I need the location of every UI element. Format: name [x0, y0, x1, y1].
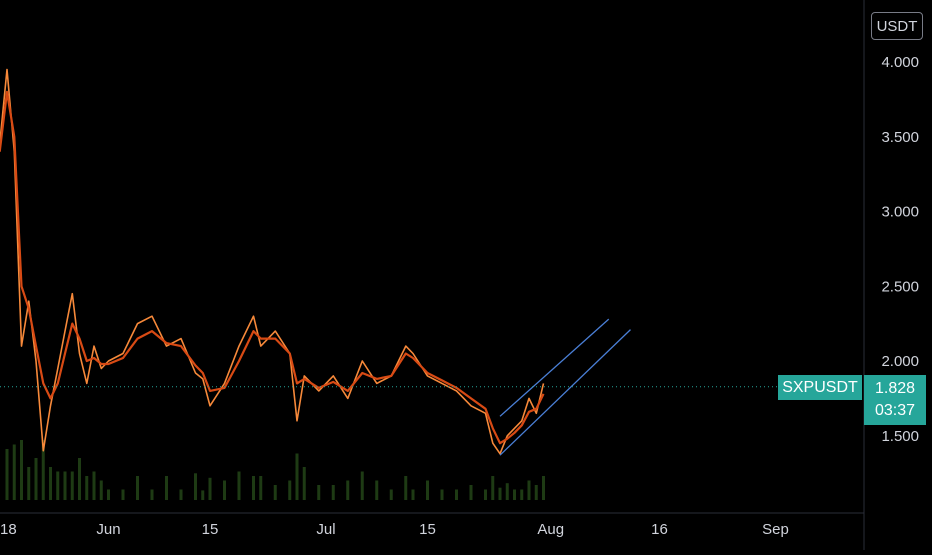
x-tick-label: Sep — [762, 521, 789, 538]
volume-bar — [520, 489, 524, 500]
volume-bar — [223, 480, 226, 500]
last-price-badge: 1.828 03:37 — [864, 375, 926, 425]
y-tick-label: 3.500 — [881, 129, 919, 146]
volume-bar — [70, 471, 74, 500]
volume-bar — [375, 480, 379, 500]
y-tick-label: 3.000 — [881, 204, 919, 221]
volume-bar — [534, 485, 538, 500]
volume-bar — [404, 476, 408, 500]
volume-bar — [498, 487, 502, 500]
volume-bar — [56, 471, 60, 500]
y-tick-label: 2.000 — [881, 353, 919, 370]
channel-upper-line[interactable] — [499, 318, 610, 417]
volume-bar — [201, 490, 205, 500]
volume-bar — [179, 489, 183, 500]
volume-bar — [165, 476, 168, 500]
volume-bar — [302, 467, 306, 500]
time-axis[interactable]: 18 Jun 15 Jul 15 Aug 16 Sep — [0, 521, 789, 538]
volume-bar — [426, 480, 429, 500]
volume-bar — [346, 480, 350, 500]
currency-unit-button[interactable]: USDT — [871, 12, 923, 40]
volume-bar — [259, 476, 263, 500]
channel-lower-line[interactable] — [499, 329, 631, 456]
volume-bar — [505, 483, 509, 500]
volume-bar — [273, 485, 277, 500]
volume-bar — [542, 476, 545, 500]
volume-bar — [34, 458, 38, 500]
volume-bar — [150, 489, 154, 500]
volume-bar — [12, 444, 16, 500]
x-tick-label: 15 — [419, 521, 436, 538]
x-tick-label: 18 — [0, 521, 17, 538]
symbol-label: SXPUSDT — [778, 375, 862, 400]
price-line — [0, 68, 545, 455]
volume-bar — [252, 476, 255, 500]
x-tick-label: 15 — [202, 521, 219, 538]
volume-bar — [63, 471, 67, 500]
x-tick-label: Jul — [316, 521, 335, 538]
volume-bar — [49, 467, 52, 500]
volume-bar — [5, 449, 9, 500]
volume-bar — [288, 480, 292, 500]
bar-countdown: 03:37 — [874, 402, 916, 419]
volume-bar — [99, 480, 103, 500]
channel-lines[interactable] — [499, 318, 631, 456]
volume-bar — [194, 473, 197, 500]
volume-bar — [411, 489, 415, 500]
price-axis[interactable]: 4.000 3.500 3.000 2.500 2.000 1.500 — [881, 54, 919, 445]
volume-bar — [20, 440, 23, 500]
volume-bar — [295, 453, 299, 500]
series-layer — [0, 68, 545, 455]
volume-bar — [237, 471, 241, 500]
volume-bar — [469, 485, 473, 500]
volume-bar — [85, 476, 89, 500]
y-tick-label: 4.000 — [881, 54, 919, 71]
moving-average-line — [0, 90, 545, 445]
volume-bar — [513, 489, 516, 500]
volume-bar — [317, 485, 321, 500]
x-tick-label: Aug — [537, 521, 564, 538]
volume-bar — [208, 477, 212, 500]
y-tick-label: 1.500 — [881, 428, 919, 445]
volume-bar — [78, 458, 81, 500]
volume-bar — [136, 476, 139, 500]
volume-bar — [92, 471, 96, 500]
volume-bars — [5, 440, 545, 500]
volume-bar — [527, 480, 531, 500]
volume-bar — [440, 489, 444, 500]
volume-bar — [491, 476, 495, 500]
volume-bar — [107, 489, 110, 500]
volume-bar — [27, 467, 31, 500]
volume-bar — [121, 489, 125, 500]
x-tick-label: Jun — [96, 521, 120, 538]
volume-bar — [360, 471, 364, 500]
x-tick-label: 16 — [651, 521, 668, 538]
volume-bar — [41, 440, 45, 500]
volume-bar — [389, 489, 393, 500]
volume-bar — [484, 489, 487, 500]
volume-bar — [455, 489, 458, 500]
y-tick-label: 2.500 — [881, 278, 919, 295]
last-price-value: 1.828 — [874, 380, 916, 397]
volume-bar — [331, 485, 335, 500]
